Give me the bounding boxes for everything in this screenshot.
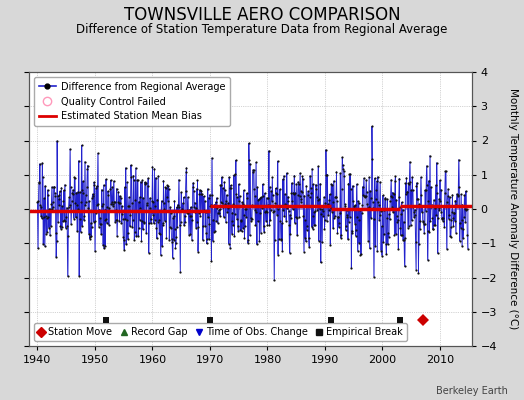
Text: TOWNSVILLE AERO COMPARISON: TOWNSVILLE AERO COMPARISON [124, 6, 400, 24]
Legend: Station Move, Record Gap, Time of Obs. Change, Empirical Break: Station Move, Record Gap, Time of Obs. C… [34, 323, 407, 341]
Y-axis label: Monthly Temperature Anomaly Difference (°C): Monthly Temperature Anomaly Difference (… [508, 88, 518, 330]
Text: Difference of Station Temperature Data from Regional Average: Difference of Station Temperature Data f… [77, 23, 447, 36]
Text: Berkeley Earth: Berkeley Earth [436, 386, 508, 396]
